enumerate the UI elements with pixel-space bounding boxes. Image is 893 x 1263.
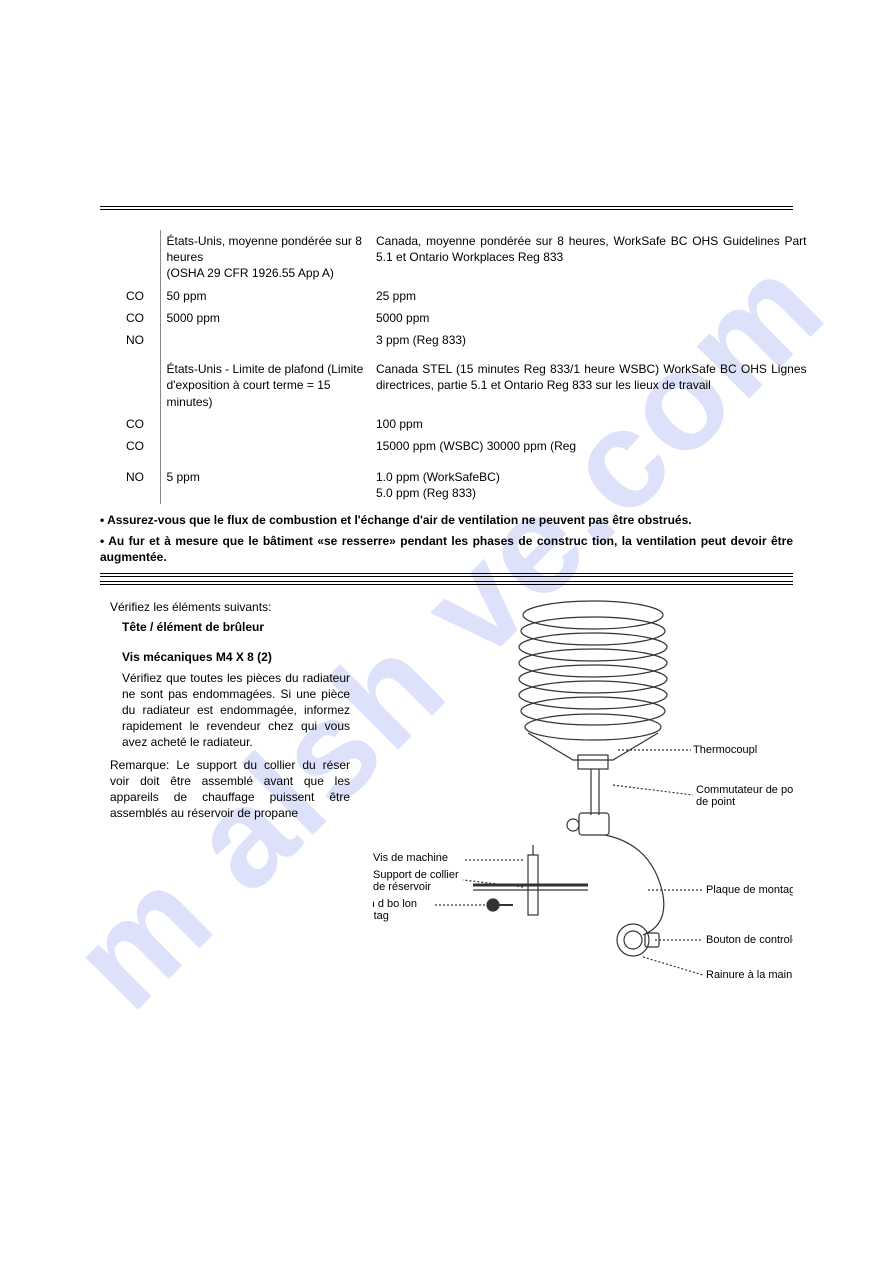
top-rule [100,206,793,210]
label-bouton-montage: Bo ton d bo lon [373,898,417,910]
header2-us: États-Unis - Limite de plafond (Limite d… [160,351,370,413]
label-plaque: Plaque de montage [706,884,793,896]
paragraph-remark: Remarque: Remarque: Le support du collie… [110,757,350,822]
paragraph-check: Vérifiez que toutes les pièces du radiat… [122,670,350,751]
header-us: États-Unis, moyenne pondérée sur 8 heure… [160,230,370,285]
label-bouton-montage-2: d montag [373,910,389,922]
label-commutateur: Commutateur de point [696,784,793,796]
header-ca: Canada, moyenne pondérée sur 8 heures, W… [370,230,813,285]
table-row: CO100 ppm [120,413,813,435]
table-row: NO3 ppm (Reg 833) [120,329,813,351]
label-thermocouple: Thermocoupl [693,744,757,756]
intro-text: Vérifiez les éléments suivants: [110,599,350,615]
assembly-section: Vérifiez les éléments suivants: Tête / é… [100,595,793,1009]
table-row: CO5000 ppm5000 ppm [120,307,813,329]
heading-burner: Tête / élément de brûleur [122,619,350,635]
table-row: CO50 ppm25 ppm [120,285,813,307]
table-row: CO15000 ppm (WSBC) 30000 ppm (Reg [120,435,813,466]
bullet-text: • Assurez-vous que le flux de combustion… [100,512,793,528]
mid-rule [100,573,793,577]
assembly-text: Vérifiez les éléments suivants: Tête / é… [110,595,350,825]
table-row: NO5 ppm1.0 ppm (WorkSafeBC) 5.0 ppm (Reg… [120,466,813,504]
bullet-text: • Au fur et à mesure que le bâtiment «se… [100,533,793,565]
label-support-1: Support de collier [373,869,459,881]
label-bouton-controle: Bouton de controle [706,934,793,946]
label-vis-machine: Vis de machine [373,852,448,864]
label-rainure: Rainure à la main [706,969,792,981]
heading-screws: Vis mécaniques M4 X 8 (2) [122,649,350,665]
heater-diagram: Thermocoupl Commutateur de point de poin… [373,585,793,1009]
warning-bullets: • Assurez-vous que le flux de combustion… [100,512,793,565]
header2-ca: Canada STEL (15 minutes Reg 833/1 heure … [370,351,813,413]
table-header-row: États-Unis - Limite de plafond (Limite d… [120,351,813,413]
exposure-table: États-Unis, moyenne pondérée sur 8 heure… [120,230,813,504]
page-content: États-Unis, moyenne pondérée sur 8 heure… [100,206,793,1009]
label-support-2: de réservoir [373,881,431,893]
table-header-row: États-Unis, moyenne pondérée sur 8 heure… [120,230,813,285]
label-commutateur-2: de point [696,796,735,808]
